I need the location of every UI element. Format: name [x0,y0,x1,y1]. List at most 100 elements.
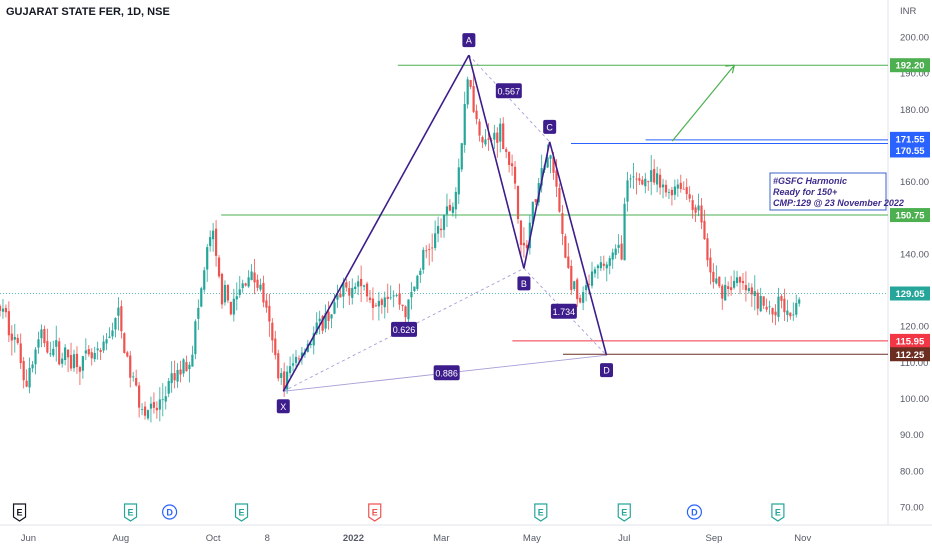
candle-body [217,257,221,277]
dividend-marker [162,504,178,520]
candle-body [117,307,120,316]
candle-body [374,305,378,307]
candle-body [727,286,730,289]
candle-body [685,187,688,195]
candle-body [126,352,129,357]
candle-body [235,296,238,300]
candle-body [439,228,443,231]
candle-body [413,286,416,292]
candle-body [750,287,753,295]
time-axis[interactable]: Jun Aug Oct 8 2022 Mar May Jul Sep Nov [21,533,812,544]
candle-body [238,289,241,296]
candle-body [697,205,700,211]
candle-body [434,233,437,248]
candle-body [777,296,780,317]
candle-body [194,321,197,355]
ratio-box [391,321,418,337]
candle-body [250,271,253,281]
candle-body [108,336,111,338]
candle-body [584,285,588,291]
candle-body [232,298,235,315]
price-tick-label: 80.00 [900,466,924,477]
candle-body [623,203,626,261]
candle-body [288,366,292,374]
candle-body [336,294,339,300]
price-tick-label: 100.00 [900,394,929,405]
candle-body [525,244,528,249]
candle-body [602,263,605,266]
candle-body [223,284,227,303]
price-tag-stop [890,347,930,362]
candle-body [1,308,5,312]
annotation-line: CMP:129 @ 23 November 2022 [773,198,904,208]
candle-body [345,282,348,288]
candle-body [286,371,289,390]
candle-body [206,247,209,270]
candle-body [90,352,93,359]
candle-body [647,181,650,183]
annotation-line: Ready for 150+ [773,187,838,197]
candle-body [46,341,49,353]
candle-body [561,213,564,235]
candlestick-series [0,73,801,423]
candle-body [99,350,102,352]
candle-body [516,185,520,220]
time-tick-label: Oct [206,533,221,544]
candle-body [155,407,158,411]
price-tag-breakout [890,208,930,223]
candle-body [457,167,460,195]
candle-body [416,275,419,289]
candle-body [789,312,792,317]
candle-body [682,188,685,190]
price-tick-label: 120.00 [900,322,929,333]
candle-body [43,329,46,344]
candle-body [212,230,215,240]
candle-body [508,151,511,166]
candle-body [52,348,55,356]
price-axis[interactable]: 70.0080.0090.00100.00110.00120.00130.001… [890,33,930,514]
candle-body [262,282,265,303]
candle-body [460,143,463,170]
candle-body [735,277,739,284]
candle-body [389,297,392,299]
candle-body [626,180,629,202]
candle-body [161,399,164,401]
ratio-label: 1.734 [553,307,576,317]
candle-body [380,299,383,305]
candle-body [81,356,84,371]
event-marker-label: E [621,508,627,518]
candle-body [596,265,600,269]
candle-body [709,257,712,273]
candle-body [721,285,724,299]
target-arrow-head [725,64,735,74]
candle-body [226,285,230,301]
candle-body [718,276,721,287]
candle-body [386,296,389,300]
price-tag-current [890,286,930,301]
pattern-leg-AB [468,54,525,269]
time-tick-label: May [523,533,541,544]
candle-body [102,341,105,351]
price-tick-label: 200.00 [900,33,929,44]
price-tick-label: 70.00 [900,503,924,514]
candle-body [454,191,457,210]
price-tag-label-current: 129.05 [895,289,925,300]
ratio-label: 0.567 [498,87,521,97]
currency-label: INR [900,6,917,17]
candle-body [531,201,534,224]
candle-body [593,269,597,274]
candle-body [774,311,777,316]
candle-body [256,279,259,288]
pattern-leg-CD [548,141,608,356]
candle-body [442,214,446,230]
price-tick-label: 110.00 [900,358,928,369]
candle-body [327,311,330,321]
ratio-box [495,83,522,99]
candle-body [732,280,736,288]
candle-body [294,356,298,363]
candle-body [617,244,620,248]
candle-body [658,174,662,188]
candle-body [315,322,318,334]
